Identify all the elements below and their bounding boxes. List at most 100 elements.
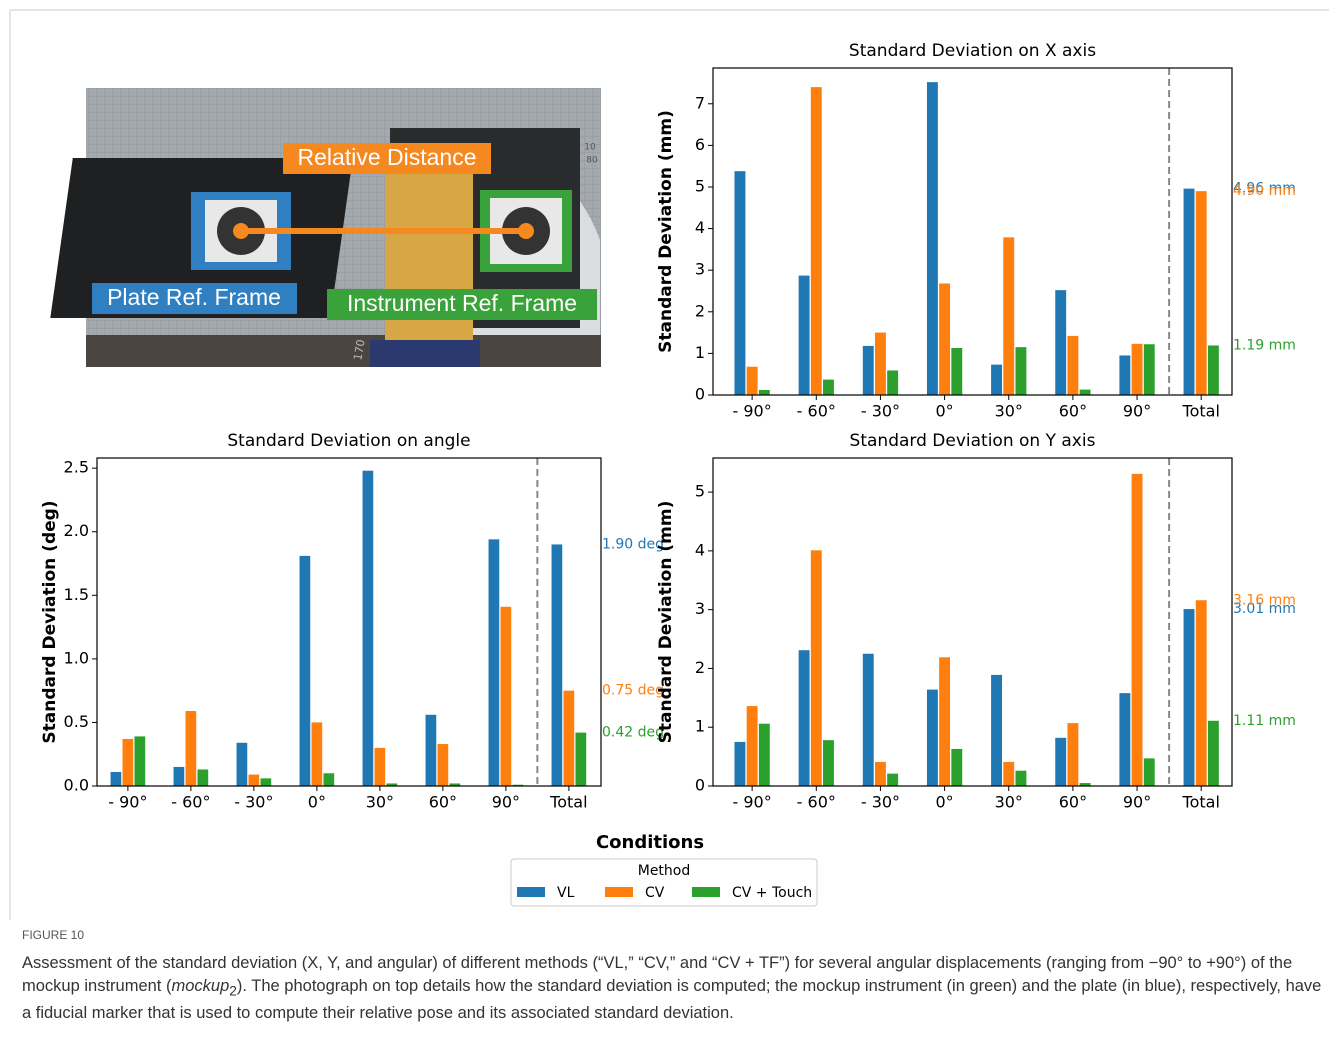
- x-tick-label: - 30°: [861, 402, 900, 421]
- x-tick-label: - 60°: [797, 402, 836, 421]
- x-tick-label: 90°: [1123, 793, 1151, 812]
- bar: [237, 743, 248, 786]
- x-tick-label: 30°: [366, 793, 394, 812]
- photo-label: Relative Distance: [298, 144, 477, 170]
- bar: [1208, 345, 1219, 395]
- scale-label: 10: [584, 143, 596, 153]
- chart-title: Standard Deviation on X axis: [849, 41, 1096, 61]
- y-tick-label: 0: [695, 776, 705, 795]
- y-tick-label: 2: [695, 301, 705, 320]
- axes-frame: [713, 458, 1232, 786]
- caption-subscript: 2: [229, 983, 237, 998]
- bar: [939, 657, 950, 786]
- y-tick-label: 3: [695, 599, 705, 618]
- bar: [174, 767, 185, 786]
- value-label: 0.75 deg: [602, 683, 664, 699]
- bar: [312, 722, 323, 786]
- value-label: 1.90 deg: [602, 536, 664, 552]
- y-tick-label: 1: [695, 343, 705, 362]
- y-tick-label: 2.5: [64, 458, 89, 477]
- y-tick-label: 1.5: [64, 585, 89, 604]
- bar: [1184, 609, 1195, 786]
- page: Relative Distance Plate Ref. Frame Instr…: [0, 0, 1329, 1046]
- bar: [1196, 600, 1207, 786]
- y-tick-label: 4: [695, 540, 705, 559]
- bar: [323, 773, 334, 786]
- legend-label: CV + Touch: [732, 885, 812, 901]
- bar: [747, 367, 758, 395]
- legend-label: VL: [557, 885, 575, 901]
- x-tick-label: 30°: [995, 793, 1023, 812]
- table-edge: [86, 335, 601, 367]
- legend-title: Method: [638, 863, 691, 879]
- x-tick-label: 90°: [492, 793, 520, 812]
- y-tick-label: 2.0: [64, 521, 89, 540]
- bar: [747, 706, 758, 786]
- distance-end: [233, 223, 249, 239]
- bar: [575, 733, 586, 786]
- bar: [438, 744, 449, 786]
- bar: [1196, 191, 1207, 395]
- y-tick-label: 7: [695, 93, 705, 112]
- bar: [111, 772, 122, 786]
- bar: [811, 87, 822, 395]
- bar: [1132, 474, 1143, 786]
- y-tick-label: 2: [695, 658, 705, 677]
- x-tick-label: - 90°: [733, 402, 772, 421]
- x-tick-label: Total: [549, 793, 587, 812]
- x-tick-label: - 60°: [797, 793, 836, 812]
- y-tick-label: 5: [695, 176, 705, 195]
- bar: [734, 171, 745, 395]
- bar: [300, 556, 311, 786]
- bar: [951, 749, 962, 786]
- x-tick-label: - 90°: [108, 793, 147, 812]
- bar: [1003, 237, 1014, 395]
- bar: [123, 739, 134, 786]
- bar: [489, 539, 500, 786]
- bar: [863, 654, 874, 786]
- bar: [759, 390, 770, 395]
- bar: [875, 333, 886, 395]
- bar: [260, 778, 271, 786]
- bar: [1015, 347, 1026, 395]
- bar: [1132, 344, 1143, 395]
- bar: [1144, 758, 1155, 786]
- clamp: [370, 340, 480, 367]
- bar: [927, 82, 938, 395]
- bar: [811, 550, 822, 786]
- bar: [734, 742, 745, 786]
- y-tick-label: 0.0: [64, 776, 89, 795]
- scale-label: 80: [586, 156, 598, 166]
- x-tick-label: - 60°: [171, 793, 210, 812]
- y-axis-label: Standard Deviation (deg): [40, 500, 60, 743]
- bar: [799, 276, 810, 395]
- chart-title: Standard Deviation on Y axis: [850, 431, 1096, 451]
- x-tick-label: Total: [1182, 402, 1220, 421]
- bar: [887, 370, 898, 395]
- bar: [249, 775, 260, 786]
- bar: [134, 736, 145, 786]
- y-tick-label: 6: [695, 135, 705, 154]
- bar: [1144, 344, 1155, 395]
- instrument: [385, 155, 473, 365]
- value-label: 1.19 mm: [1233, 337, 1296, 353]
- bar: [1003, 762, 1014, 786]
- caption-label: FIGURE 10: [22, 928, 1322, 942]
- caption-italic: mockup: [171, 977, 229, 995]
- axes-frame: [97, 458, 601, 786]
- bar: [1055, 290, 1066, 395]
- y-tick-label: 4: [695, 218, 705, 237]
- x-tick-label: 0°: [935, 402, 953, 421]
- value-label: 0.42 deg: [602, 725, 664, 741]
- y-tick-label: 3: [695, 260, 705, 279]
- bar: [1067, 336, 1078, 395]
- y-axis-label: Standard Deviation (mm): [656, 110, 676, 353]
- bar: [186, 711, 197, 786]
- distance-end: [518, 223, 534, 239]
- bar: [951, 348, 962, 395]
- x-tick-label: - 30°: [861, 793, 900, 812]
- y-axis-label: Standard Deviation (mm): [656, 501, 676, 744]
- caption: FIGURE 10 Assessment of the standard dev…: [22, 928, 1322, 1025]
- legend-swatch: [517, 887, 545, 897]
- bar: [1119, 693, 1130, 786]
